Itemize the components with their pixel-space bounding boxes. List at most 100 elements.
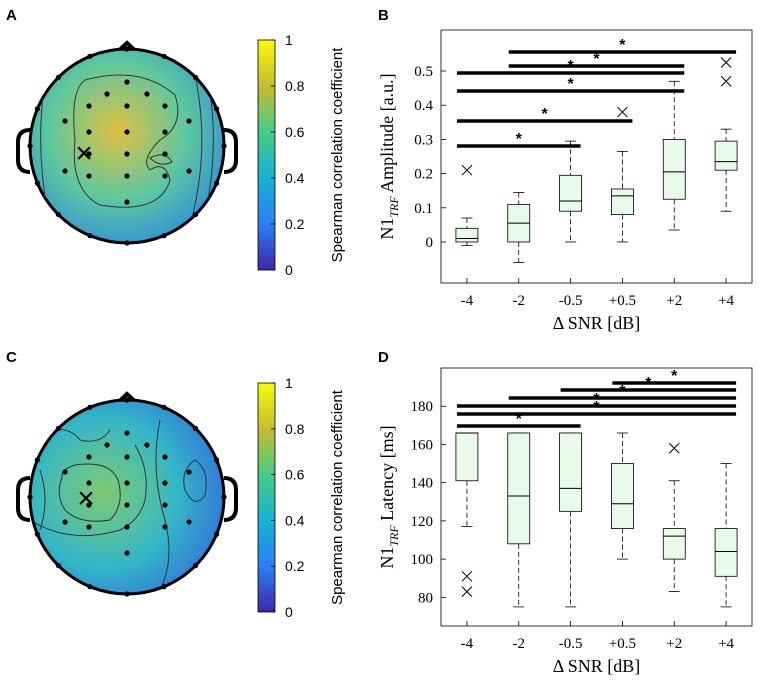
y-tick-label: 0.5 xyxy=(414,64,433,80)
colorbar-tick-label: 0 xyxy=(285,604,293,620)
electrode xyxy=(55,425,62,432)
electrode xyxy=(144,91,150,97)
electrode xyxy=(186,118,192,124)
electrode xyxy=(161,233,167,239)
x-tick-label: -4 xyxy=(461,636,474,652)
panel-letter-b: B xyxy=(378,7,389,24)
box-+2 xyxy=(662,442,686,592)
x-tick-label: -4 xyxy=(461,293,474,309)
y-tick-label: 0.3 xyxy=(414,132,433,148)
colorbar-label: Spearman correlation coefficient xyxy=(329,47,346,263)
box-+4 xyxy=(714,463,738,608)
box-+4 xyxy=(714,57,738,212)
electrode xyxy=(86,129,92,135)
electrode xyxy=(86,480,92,486)
significance-bracket: * xyxy=(508,37,737,54)
electrode xyxy=(87,404,93,410)
box--0.5 xyxy=(559,140,582,243)
colorbar-scale xyxy=(257,39,276,271)
electrode xyxy=(162,524,168,530)
y-tick-label: 0.4 xyxy=(414,98,433,114)
colorbar-tick-label: 0.4 xyxy=(285,170,305,186)
electrode xyxy=(87,584,93,590)
colorbar-tick-label: 0.8 xyxy=(285,421,305,437)
significance-bracket: * xyxy=(456,106,633,123)
electrode xyxy=(62,469,68,475)
y-tick-label: 100 xyxy=(411,552,434,568)
iqr-box xyxy=(559,174,582,212)
electrode xyxy=(214,106,220,112)
max-electrode-marker: × xyxy=(75,137,93,170)
significance-bracket: * xyxy=(456,76,685,93)
y-axis-label: N1TRF Latency [ms] xyxy=(377,425,401,568)
electrode xyxy=(34,531,40,537)
electrode xyxy=(192,425,199,432)
electrode xyxy=(221,494,227,500)
outlier-marker xyxy=(668,442,680,454)
right-ear-icon xyxy=(223,128,238,174)
box-+2 xyxy=(662,80,686,231)
electrode xyxy=(161,404,167,410)
panel-letter-c: C xyxy=(6,349,17,366)
right-ear-icon xyxy=(223,476,238,522)
iqr-box xyxy=(611,188,634,216)
contour-lines xyxy=(30,419,207,591)
topomap-a: × xyxy=(16,40,238,246)
electrode xyxy=(124,550,130,556)
significance-star: * xyxy=(516,131,523,148)
electrode xyxy=(192,211,199,218)
electrode xyxy=(124,103,130,109)
outlier-marker xyxy=(461,586,473,597)
electrode xyxy=(144,442,150,448)
electrode xyxy=(124,524,130,530)
y-tick-label: 160 xyxy=(411,437,434,453)
box--4 xyxy=(455,432,479,597)
electrode xyxy=(104,442,110,448)
significance-star: * xyxy=(542,106,549,123)
electrode xyxy=(87,53,93,59)
electrode xyxy=(62,118,68,124)
colorbar-tick-label: 0.8 xyxy=(285,78,305,94)
electrode xyxy=(162,454,168,460)
x-tick-label: +0.5 xyxy=(609,293,636,309)
electrode xyxy=(162,502,168,508)
electrode xyxy=(162,173,168,179)
electrode xyxy=(62,519,68,525)
electrode xyxy=(124,240,130,246)
iqr-box xyxy=(559,432,582,512)
electrode xyxy=(86,454,92,460)
electrode xyxy=(161,53,167,59)
outlier-marker xyxy=(461,570,473,582)
electrode xyxy=(186,469,192,475)
significance-bracket: * xyxy=(456,131,581,148)
panel-letter-d: D xyxy=(378,349,389,366)
electrode xyxy=(124,480,130,486)
x-axis-label: Δ SNR [dB] xyxy=(553,656,641,676)
colorbar-scale xyxy=(257,382,276,613)
boxplot-b: 0 0.1 0.2 0.3 0.4 0.5 -4 -2 -0.5 +0.5 +2 +4 Δ SNR [d… xyxy=(377,29,753,333)
x-tick-label: -0.5 xyxy=(559,293,583,309)
electrode xyxy=(55,211,62,218)
electrode xyxy=(186,168,192,174)
electrode xyxy=(34,106,40,112)
electrode xyxy=(124,454,130,460)
box--2 xyxy=(507,432,531,608)
left-ear-icon xyxy=(16,128,31,174)
colorbar-tick-label: 0.6 xyxy=(285,124,305,140)
significance-star: * xyxy=(671,368,678,385)
x-tick-label: -0.5 xyxy=(559,636,583,652)
iqr-box xyxy=(611,463,634,529)
colorbar-tick-label: 0.2 xyxy=(285,216,305,232)
iqr-box xyxy=(662,139,686,200)
iqr-box xyxy=(714,528,738,577)
electrode xyxy=(124,397,130,403)
significance-star: * xyxy=(619,37,626,54)
electrode xyxy=(214,457,220,463)
electrode xyxy=(214,180,220,186)
electrode xyxy=(192,74,199,81)
significance-bracket: * xyxy=(508,51,685,68)
electrodes xyxy=(27,397,227,597)
electrode xyxy=(124,129,130,135)
x-tick-label: +2 xyxy=(666,636,682,652)
